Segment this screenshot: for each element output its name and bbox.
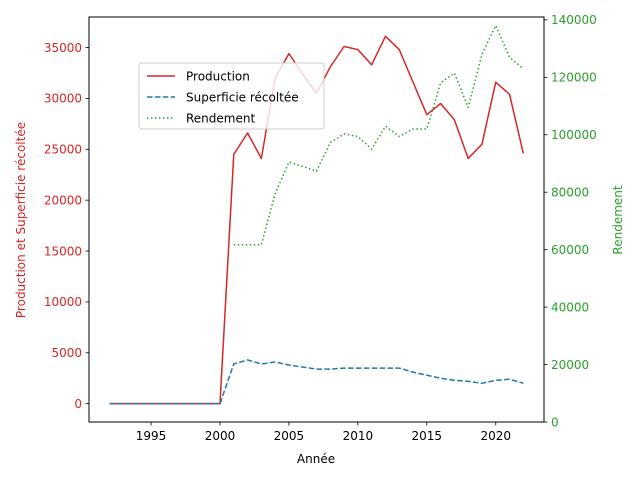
- legend-label-superficie: Superficie récoltée: [186, 91, 299, 105]
- series-line-superficie-r-colt-e: [109, 359, 524, 405]
- y-tick-right-label: 100000: [551, 128, 597, 142]
- y-tick-left-label: 10000: [44, 295, 82, 309]
- x-tick-label: 1995: [136, 429, 167, 443]
- y-axis-right-label: Rendement: [611, 185, 625, 254]
- x-tick-label: 2015: [412, 429, 443, 443]
- series-line-rendement: [233, 24, 524, 246]
- y-tick-right-label: 20000: [551, 358, 589, 372]
- x-tick-label: 2005: [274, 429, 305, 443]
- y-tick-left-label: 0: [74, 397, 82, 411]
- y-tick-left-label: 25000: [44, 143, 82, 157]
- x-tick-label: 2010: [343, 429, 374, 443]
- y-tick-right-label: 120000: [551, 71, 597, 85]
- y-tick-right-label: 0: [551, 415, 559, 429]
- y-tick-right-label: 40000: [551, 300, 589, 314]
- y-axis-left-label: Production et Superficie récoltée: [14, 122, 28, 318]
- legend-box: [138, 62, 325, 130]
- y-tick-left-label: 20000: [44, 193, 82, 207]
- y-tick-left-label: 35000: [44, 41, 82, 55]
- x-axis-label: Année: [297, 452, 335, 466]
- y-tick-left-label: 5000: [51, 346, 82, 360]
- y-tick-left-label: 15000: [44, 244, 82, 258]
- legend-label-rendement: Rendement: [186, 112, 255, 126]
- y-tick-right-label: 80000: [551, 186, 589, 200]
- y-axis-left: 0 5000 10000 15000 20000 25000 30000 35000: [44, 41, 89, 411]
- y-tick-right-label: 140000: [551, 13, 597, 27]
- x-tick-label: 2000: [205, 429, 236, 443]
- legend-label-production: Production: [186, 70, 250, 84]
- legend: Production Superficie récoltée Rendement: [138, 62, 325, 130]
- y-axis-right: 0 20000 40000 60000 80000 100000 120000 140000: [544, 13, 597, 429]
- x-tick-label: 2020: [480, 429, 511, 443]
- x-axis: 1995 2000 2005 2010 2015 2020: [136, 422, 511, 443]
- y-tick-left-label: 30000: [44, 92, 82, 106]
- plot-frame: [88, 16, 545, 423]
- y-tick-right-label: 60000: [551, 243, 589, 257]
